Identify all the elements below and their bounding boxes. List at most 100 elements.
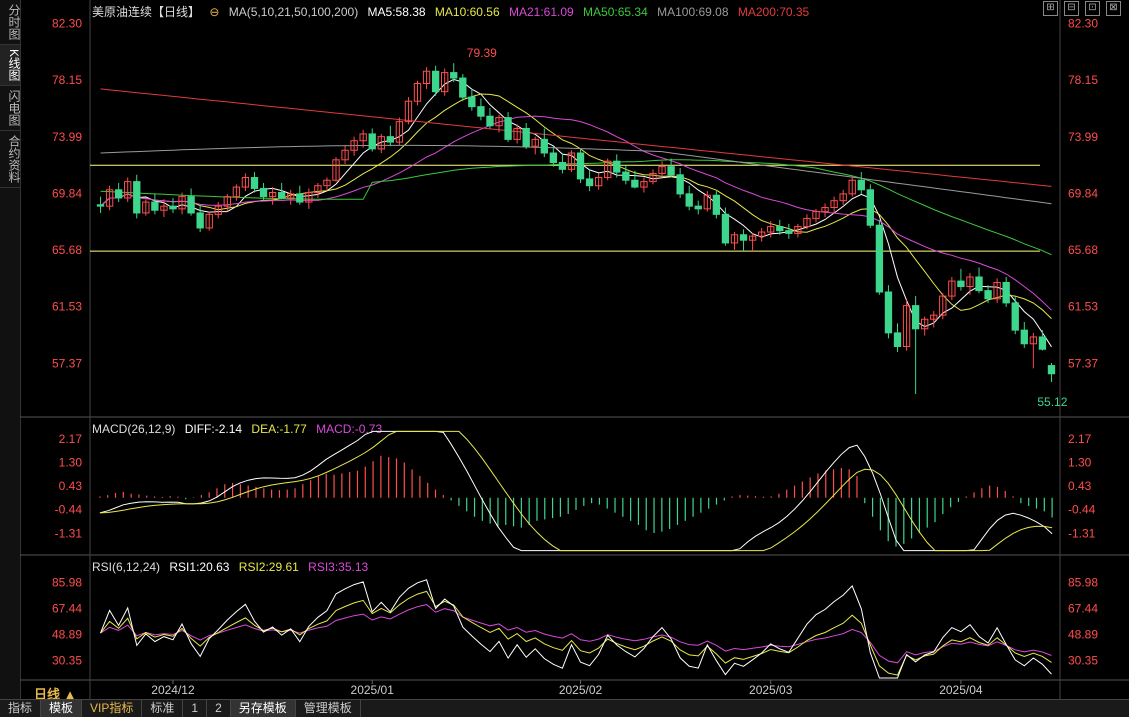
candle-body (1020, 329, 1028, 345)
candle-body (604, 160, 612, 179)
macd-tick-left: 2.17 (59, 432, 83, 446)
price-tick-right: 82.30 (1068, 17, 1098, 31)
window-control-0[interactable]: ⊞ (1043, 1, 1058, 16)
candle-body (459, 77, 467, 98)
candle-body (450, 72, 458, 79)
candle-body (96, 204, 105, 207)
candle-body (259, 187, 268, 198)
candle-body (540, 138, 548, 154)
candle-body (232, 186, 241, 198)
chart-canvas[interactable]: 82.30 82.30 78.15 78.15 73.99 73.99 69.84 69.84… (20, 0, 1129, 699)
candle-body (993, 281, 1001, 300)
price-tick-left: 69.84 (52, 186, 82, 200)
candle-body (1011, 302, 1019, 331)
rsi-label: RSI(6,12,24) (92, 560, 161, 574)
ma200-value: MA200:70.35 (737, 5, 810, 19)
rsi-tick-right: 30.35 (1068, 654, 1098, 668)
candle-body (250, 177, 259, 189)
window-control-1[interactable]: ⊟ (1064, 1, 1079, 16)
rsi-tick-right: 48.89 (1068, 628, 1098, 642)
candle-body (404, 100, 413, 123)
candle-body (522, 127, 530, 147)
candle-body (1029, 336, 1038, 345)
left-tab-3[interactable]: 合约资料 (0, 131, 21, 189)
ma50-line (100, 159, 1052, 256)
candle-body (359, 133, 367, 142)
bottom-tab-2[interactable]: VIP指标 (82, 700, 143, 717)
candle-body (431, 70, 440, 93)
bottom-tab-4[interactable]: 1 (183, 700, 208, 717)
candle-body (486, 115, 494, 127)
ma-label: MA(5,10,21,50,100,200) (228, 5, 359, 19)
ma100-line (100, 144, 1052, 205)
macd-tick-right: -1.31 (1068, 526, 1096, 540)
candle-body (531, 138, 539, 147)
candle-body (857, 179, 865, 191)
candle-body (133, 181, 141, 214)
candle-body (685, 193, 693, 207)
period-selector[interactable]: 日线 ▲ (34, 687, 77, 702)
candle-body (368, 133, 376, 150)
bottom-tab-5[interactable]: 2 (207, 700, 231, 717)
candle-body (622, 171, 630, 181)
price-tick-left: 78.15 (52, 73, 82, 87)
candle-body (794, 226, 802, 234)
price-tick-right: 61.53 (1068, 300, 1098, 314)
candle-body (468, 96, 476, 108)
window-control-3[interactable]: ⊠ (1106, 1, 1121, 16)
price-tick-right: 69.84 (1068, 186, 1098, 200)
candle-body (776, 226, 784, 232)
candle-body (667, 166, 675, 176)
macd-diff: DIFF:-2.14 (184, 422, 243, 436)
candle-body (712, 194, 721, 215)
candle-body (703, 194, 711, 210)
candle-body (296, 193, 304, 203)
candle-body (930, 314, 938, 320)
bottom-tab-3[interactable]: 标准 (142, 700, 184, 717)
candle-body (205, 213, 213, 229)
candle-body (803, 217, 811, 228)
candle-body (767, 226, 775, 233)
left-tab-0[interactable]: 分时图 (0, 0, 21, 45)
macd-tick-left: -1.31 (55, 526, 83, 540)
bottom-tab-6[interactable]: 另存模板 (230, 700, 296, 717)
candle-body (395, 121, 404, 143)
ma10-value: MA10:60.56 (434, 5, 500, 19)
candle-body (441, 72, 449, 93)
candle-body (676, 174, 684, 195)
candle-body (214, 205, 222, 215)
candle-body (658, 166, 666, 174)
candle-body (640, 181, 648, 188)
candle-body (567, 152, 576, 170)
macd-label: MACD(26,12,9) (92, 422, 176, 436)
rsi3-line (100, 604, 1052, 664)
rsi3-value: RSI3:35.13 (308, 560, 369, 574)
candle-body (830, 200, 838, 209)
bottom-tab-7[interactable]: 管理模板 (296, 700, 361, 717)
left-tab-2[interactable]: 闪电图 (0, 86, 21, 132)
rsi2-line (100, 590, 1052, 676)
candle-body (893, 332, 902, 348)
date-tick: 2025/04 (939, 683, 983, 697)
candle-body (785, 230, 793, 234)
left-tab-1[interactable]: K线图 (0, 45, 21, 87)
price-tick-right: 73.99 (1068, 130, 1098, 144)
date-tick: 2025/02 (559, 683, 603, 697)
bottom-tab-0[interactable]: 指标 (0, 700, 42, 717)
left-tab-bar: 分时图 K线图 闪电图 合约资料 (0, 0, 21, 700)
candle-body (477, 106, 485, 117)
candle-body (223, 196, 231, 207)
candle-body (631, 179, 639, 188)
candle-body (739, 234, 748, 241)
settings-icon[interactable]: ⊖ (209, 5, 220, 19)
candle-body (911, 305, 920, 330)
candle-body (721, 213, 730, 244)
candle-body (757, 231, 766, 237)
bottom-tab-1[interactable]: 模板 (41, 700, 83, 717)
macd-tick-right: 2.17 (1068, 432, 1092, 446)
candle-body (594, 177, 603, 187)
ma5-line (100, 78, 1052, 348)
macd-tick-right: 0.43 (1068, 479, 1092, 493)
candle-body (875, 224, 884, 293)
window-control-2[interactable]: ⊡ (1085, 1, 1100, 16)
